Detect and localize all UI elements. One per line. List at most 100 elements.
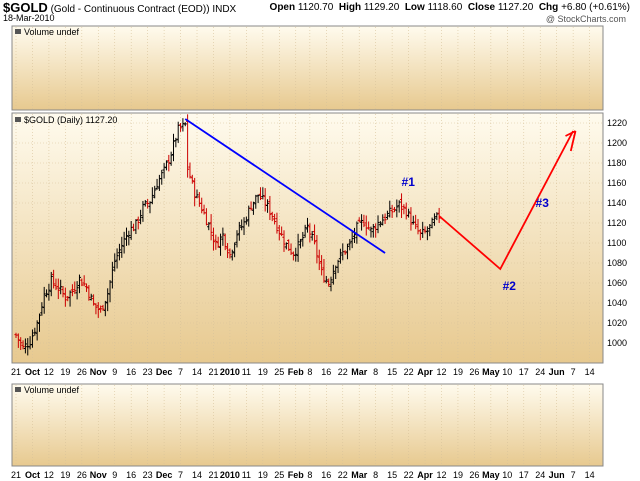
ohlc-bar xyxy=(329,276,333,292)
ohlc-bar xyxy=(423,226,427,234)
low-label: Low xyxy=(404,2,425,13)
x-tick-label: 8 xyxy=(373,367,378,377)
ohlc-bar xyxy=(378,221,382,228)
x-tick-label: 12 xyxy=(436,470,446,480)
x-tick-label: 7 xyxy=(571,367,576,377)
ohlc-bar xyxy=(218,233,223,256)
ohlc-bar xyxy=(308,223,312,243)
chart-title: $GOLD (Gold - Continuous Contract (EOD))… xyxy=(3,0,236,15)
ohlc-bar xyxy=(369,226,373,238)
ohlc-bar xyxy=(73,281,77,294)
ohlc-bar xyxy=(169,151,173,166)
ohlc-bar xyxy=(277,225,281,241)
x-tick-label: 21 xyxy=(11,367,21,377)
ohlc-bar xyxy=(110,261,114,289)
ohlc-bar xyxy=(21,340,25,350)
chart-date: 18-Mar-2010 xyxy=(3,13,55,23)
ohlc-bar xyxy=(432,213,437,226)
ohlc-bar xyxy=(42,286,46,314)
ohlc-bar xyxy=(143,200,147,207)
y-tick-label: 1180 xyxy=(607,158,626,168)
panel-label-volume-bottom: Volume undef xyxy=(24,385,80,395)
ohlc-bar xyxy=(336,259,340,274)
ohlc-summary: Open 1120.70 High 1129.20 Low 1118.60 Cl… xyxy=(270,2,630,13)
x-tick-label: 12 xyxy=(44,470,54,480)
ohlc-bar xyxy=(303,224,307,238)
x-tick-label: Dec xyxy=(156,470,173,480)
ohlc-bar xyxy=(280,226,284,237)
ohlc-bar xyxy=(282,230,286,252)
x-tick-label: 12 xyxy=(44,367,54,377)
ohlc-bar xyxy=(207,222,211,231)
x-tick-label: 7 xyxy=(178,470,183,480)
x-tick-label: 14 xyxy=(192,470,202,480)
ohlc-bar xyxy=(320,255,324,276)
x-tick-label: 19 xyxy=(258,470,268,480)
ohlc-bar xyxy=(230,249,234,261)
x-tick-label: 16 xyxy=(321,470,331,480)
ohlc-bar xyxy=(44,289,49,298)
ohlc-bar xyxy=(19,337,23,351)
x-tick-label: 17 xyxy=(519,367,529,377)
ohlc-bar xyxy=(367,221,371,230)
ohlc-bar xyxy=(52,269,56,289)
ohlc-bar xyxy=(275,212,279,234)
x-tick-label: 26 xyxy=(77,470,87,480)
ohlc-bar xyxy=(421,221,425,238)
high-label: High xyxy=(338,2,362,13)
ohlc-bar xyxy=(270,211,274,222)
x-tick-label: 22 xyxy=(404,367,414,377)
ohlc-bar xyxy=(193,177,197,207)
x-tick-label: Apr xyxy=(417,470,433,480)
wave-annotation: #2 xyxy=(503,279,517,293)
symbol: $GOLD xyxy=(3,0,48,15)
symbol-description: (Gold - Continuous Contract (EOD)) xyxy=(50,4,210,15)
ohlc-bar xyxy=(178,122,183,132)
ohlc-bar xyxy=(263,188,267,212)
ohlc-bar xyxy=(357,217,361,223)
y-tick-label: 1100 xyxy=(607,238,626,248)
ohlc-bar xyxy=(160,169,164,185)
ohlc-bar xyxy=(91,294,96,306)
ohlc-bar xyxy=(56,278,60,300)
close-label: Close xyxy=(467,2,496,13)
ohlc-bar xyxy=(315,235,319,264)
x-tick-label: 14 xyxy=(585,367,595,377)
ohlc-bar xyxy=(33,327,37,336)
x-tick-label: Dec xyxy=(156,367,173,377)
ohlc-bar xyxy=(101,304,105,311)
close-value: 1127.20 xyxy=(497,2,534,13)
panel-label-marker xyxy=(15,29,21,34)
chg-label: Chg xyxy=(538,2,559,13)
x-tick-label: 17 xyxy=(519,470,529,480)
x-tick-label: 9 xyxy=(112,367,117,377)
ohlc-bar xyxy=(390,204,394,218)
ohlc-bar xyxy=(355,221,359,244)
ohlc-bar xyxy=(345,243,350,260)
x-tick-label: May xyxy=(482,470,500,480)
ohlc-bar xyxy=(146,199,150,209)
x-tick-label: 24 xyxy=(535,367,545,377)
y-tick-label: 1020 xyxy=(607,318,627,328)
ohlc-bar xyxy=(284,242,288,250)
ohlc-bar xyxy=(383,213,387,224)
ohlc-bar xyxy=(235,230,239,248)
ohlc-bar xyxy=(103,300,107,317)
x-tick-label: 19 xyxy=(60,367,70,377)
x-tick-label: Feb xyxy=(288,470,305,480)
x-tick-label: 9 xyxy=(112,470,117,480)
volume-panel-top xyxy=(11,25,604,111)
x-tick-label: Mar xyxy=(351,367,368,377)
ohlc-bar xyxy=(435,212,439,221)
ohlc-bar xyxy=(120,236,124,258)
x-tick-label: Jun xyxy=(549,470,565,480)
y-tick-label: 1060 xyxy=(607,278,627,288)
x-tick-label: Nov xyxy=(90,367,107,377)
chg-value: +6.80 (+0.61%) xyxy=(561,2,630,13)
x-tick-label: 21 xyxy=(11,470,21,480)
ohlc-bar xyxy=(381,214,385,226)
ohlc-bar xyxy=(359,214,364,231)
ohlc-bar xyxy=(352,227,357,243)
y-tick-label: 1220 xyxy=(607,118,627,128)
